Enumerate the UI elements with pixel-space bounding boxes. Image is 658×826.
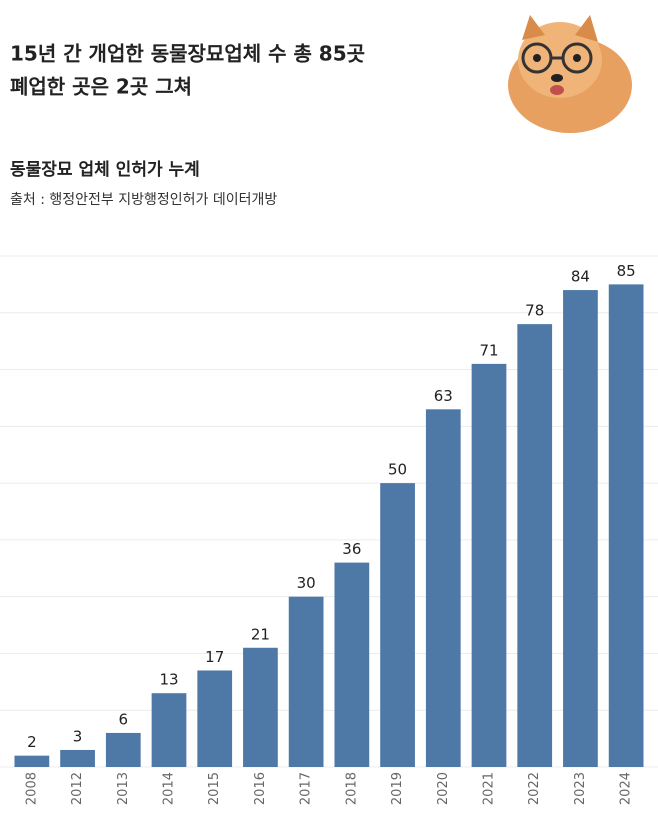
value-label: 84 [571, 268, 590, 286]
x-tick-label: 2013 [116, 772, 131, 805]
value-label: 63 [434, 387, 453, 405]
value-label: 30 [297, 574, 316, 592]
bar [288, 596, 324, 767]
value-label: 85 [617, 262, 636, 280]
bar [608, 284, 644, 767]
x-tick-label: 2017 [299, 772, 314, 805]
value-label: 13 [159, 671, 178, 689]
bar [517, 324, 553, 767]
value-label: 50 [388, 461, 407, 479]
bar [243, 647, 278, 767]
value-label: 36 [342, 540, 361, 558]
x-tick-label: 2021 [482, 772, 497, 805]
bar [14, 755, 50, 767]
bar [334, 562, 370, 767]
value-label: 6 [119, 710, 129, 728]
value-label: 71 [479, 341, 498, 359]
x-tick-label: 2020 [436, 772, 451, 805]
x-tick-label: 2024 [619, 772, 634, 805]
value-label: 17 [205, 648, 224, 666]
bar [197, 670, 233, 767]
bar [380, 483, 415, 767]
bar [425, 409, 461, 767]
chart-title: 동물장묘 업체 인허가 누계 [10, 160, 200, 180]
dog-illustration [508, 15, 632, 133]
x-tick-label: 2015 [207, 772, 222, 805]
x-tick-label: 2019 [390, 772, 405, 805]
title-line-2: 폐업한 곳은 2곳 그쳐 [10, 75, 192, 99]
x-tick-label: 2023 [573, 772, 588, 805]
value-label: 2 [27, 733, 37, 751]
bar [60, 749, 95, 767]
value-label: 21 [251, 625, 270, 643]
bar [563, 290, 598, 767]
x-tick-label: 2008 [24, 772, 39, 805]
x-tick-label: 2014 [162, 772, 177, 805]
x-tick-label: 2022 [527, 772, 542, 805]
x-tick-label: 2018 [344, 772, 359, 805]
bar [151, 693, 187, 767]
title-line-1: 15년 간 개업한 동물장묘업체 수 총 85곳 [10, 42, 365, 66]
bar [105, 732, 141, 767]
bar [471, 363, 507, 767]
x-tick-label: 2012 [70, 772, 85, 805]
value-label: 78 [525, 302, 544, 320]
source: 출처 : 행정안전부 지방행정인허가 데이터개방 [10, 192, 277, 208]
x-tick-label: 2016 [253, 772, 268, 805]
value-label: 3 [73, 727, 83, 745]
